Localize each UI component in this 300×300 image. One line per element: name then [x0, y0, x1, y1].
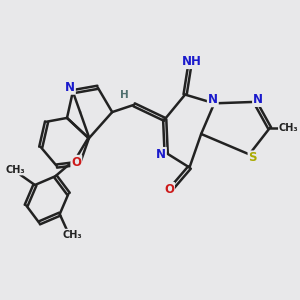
Text: CH₃: CH₃: [62, 230, 82, 240]
Text: N: N: [253, 93, 263, 106]
Text: NH: NH: [182, 55, 202, 68]
Text: N: N: [156, 148, 166, 161]
Text: H: H: [120, 91, 129, 100]
Text: N: N: [65, 81, 75, 94]
Text: O: O: [71, 156, 81, 169]
Text: O: O: [164, 183, 174, 196]
Text: S: S: [248, 152, 257, 164]
Text: N: N: [208, 93, 218, 106]
Text: CH₃: CH₃: [279, 123, 298, 133]
Text: CH₃: CH₃: [5, 164, 25, 175]
